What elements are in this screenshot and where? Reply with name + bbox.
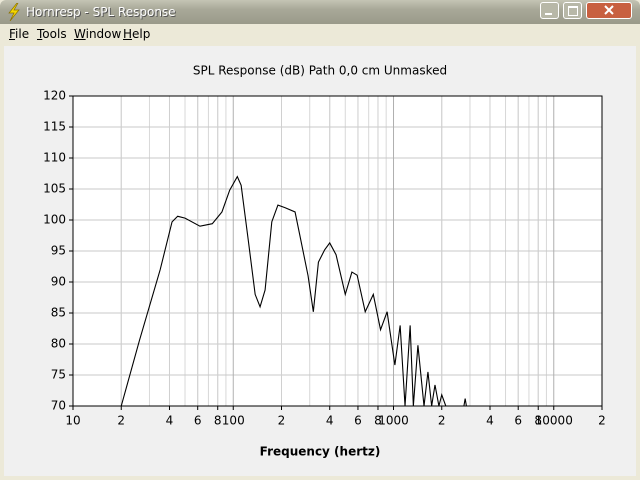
y-tick-label: 105 <box>43 182 66 196</box>
x-tick-label: 1000 <box>378 414 409 428</box>
x-tick-label: 8 <box>214 414 222 428</box>
minimize-button[interactable] <box>540 2 559 19</box>
y-tick-label: 80 <box>51 337 66 351</box>
y-tick-label: 70 <box>51 399 66 413</box>
y-tick-label: 90 <box>51 275 66 289</box>
x-tick-label: 4 <box>166 414 174 428</box>
y-tick-label: 95 <box>51 244 66 258</box>
x-tick-label: 10000 <box>535 414 573 428</box>
x-tick-label: 8 <box>374 414 382 428</box>
x-tick-label: 10 <box>65 414 80 428</box>
menu-item[interactable]: Help <box>123 27 151 41</box>
y-tick-label: 85 <box>51 306 66 320</box>
x-tick-label: 2 <box>117 414 125 428</box>
chart-title: SPL Response (dB) Path 0,0 cm Unmasked <box>193 64 447 78</box>
x-tick-label: 2 <box>438 414 446 428</box>
title-bar: Hornresp - SPL Response <box>0 0 640 24</box>
close-button[interactable] <box>586 2 632 19</box>
x-tick-label: 8 <box>534 414 542 428</box>
x-tick-label: 4 <box>326 414 334 428</box>
menu-item[interactable]: Tools <box>37 27 67 41</box>
x-tick-label: 2 <box>278 414 286 428</box>
y-tick-label: 100 <box>43 213 66 227</box>
x-axis-label: Frequency (hertz) <box>260 445 381 459</box>
y-tick-label: 110 <box>43 151 66 165</box>
response-line <box>120 175 467 407</box>
chart-panel: SPL Response (dB) Path 0,0 cm Unmasked F… <box>4 46 636 476</box>
maximize-button[interactable] <box>563 2 582 19</box>
x-tick-label: 6 <box>354 414 362 428</box>
x-tick-label: 4 <box>486 414 494 428</box>
menu-bar: File Tools Window Help <box>0 24 640 44</box>
y-tick-label: 75 <box>51 368 66 382</box>
x-tick-label: 6 <box>194 414 202 428</box>
window-title: Hornresp - SPL Response <box>26 5 176 19</box>
x-tick-label: 6 <box>514 414 522 428</box>
x-tick-label: 2 <box>598 414 606 428</box>
x-tick-label: 100 <box>222 414 245 428</box>
y-tick-label: 115 <box>43 120 66 134</box>
plot-frame <box>72 95 603 407</box>
chart: SPL Response (dB) Path 0,0 cm Unmasked F… <box>43 64 606 459</box>
app-icon <box>8 3 20 21</box>
menu-item[interactable]: File <box>9 27 30 41</box>
menu-item[interactable]: Window <box>74 27 122 41</box>
y-tick-label: 120 <box>43 89 66 103</box>
